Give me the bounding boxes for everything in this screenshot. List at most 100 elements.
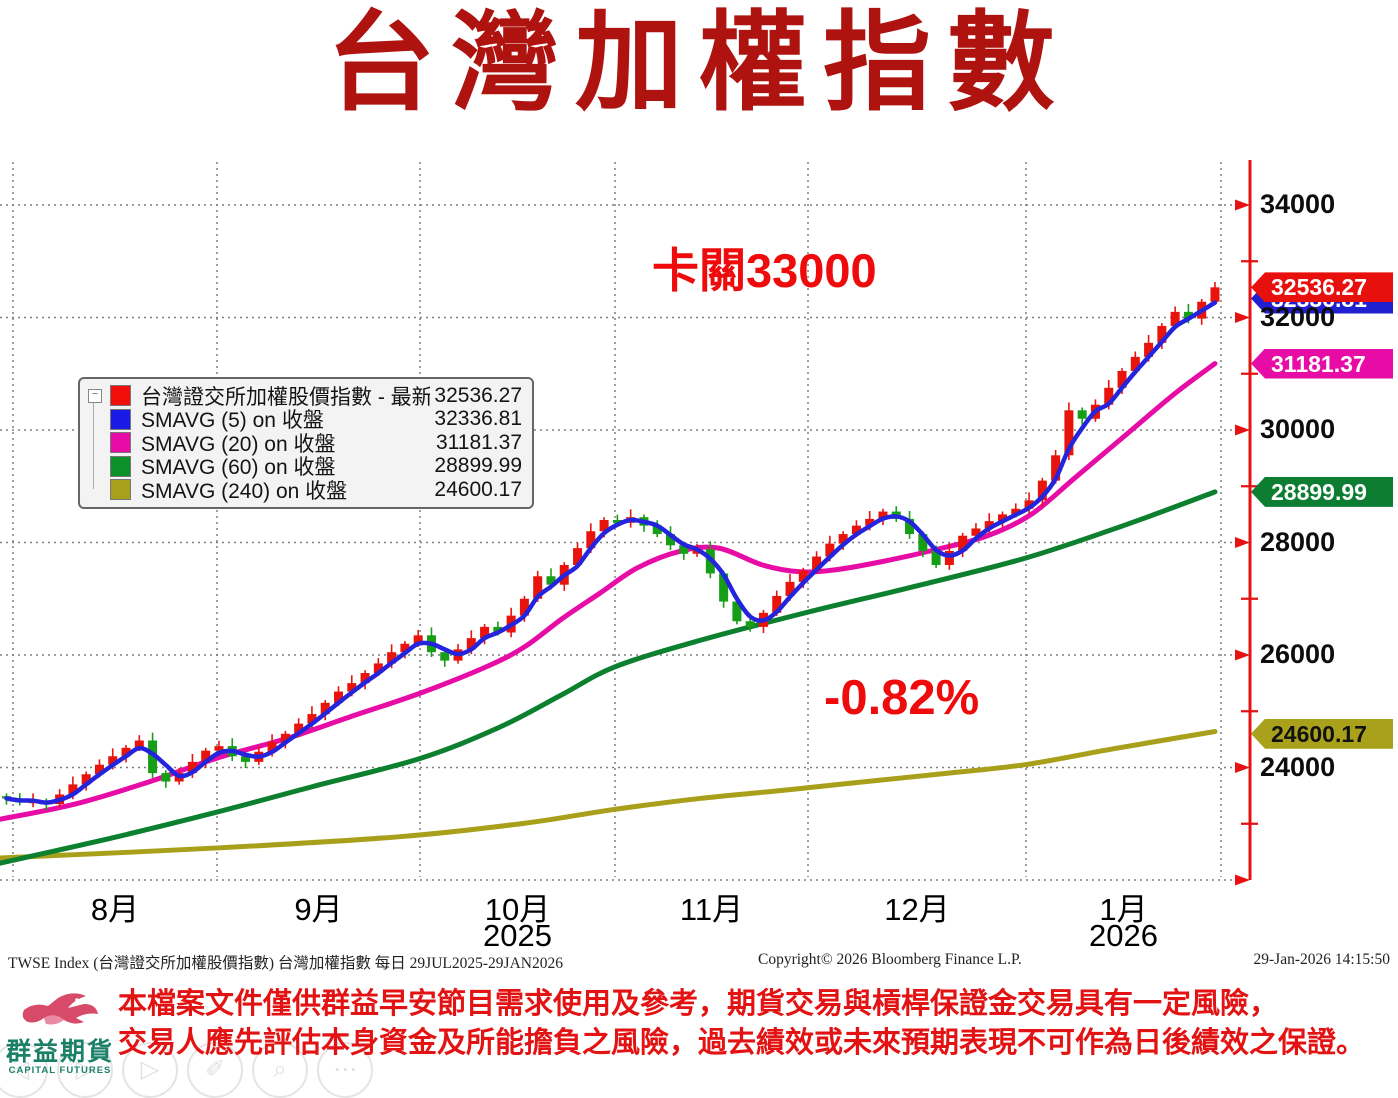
candle-body: [280, 733, 290, 743]
candle-body: [413, 635, 423, 644]
legend-tree-line: [93, 401, 94, 489]
candle-body: [519, 598, 529, 616]
axis-arrow-icon: [1235, 649, 1250, 661]
candle-body: [121, 747, 131, 757]
candle-body: [798, 570, 808, 582]
candle-body: [1157, 325, 1167, 343]
candle-body: [480, 626, 490, 639]
candle-body: [931, 550, 941, 565]
x-year-label: 2026: [1089, 918, 1158, 953]
candle-body: [307, 714, 317, 724]
legend-swatch-icon: [110, 408, 131, 430]
candle-body: [998, 514, 1007, 522]
legend-swatch-icon: [110, 432, 131, 454]
y-tick-label: 26000: [1260, 639, 1336, 669]
candle-body: [599, 520, 609, 532]
candle-body: [68, 784, 78, 795]
candle-body: [865, 518, 875, 526]
axis-arrow-icon: [1235, 874, 1250, 886]
candle-body: [958, 535, 968, 551]
legend-swatch-icon: [110, 455, 131, 477]
legend-expander-icon[interactable]: −: [88, 389, 102, 403]
candle-body: [666, 534, 675, 546]
candle-body: [1051, 455, 1061, 481]
chart-timestamp: 29-Jan-2026 14:15:50: [1253, 951, 1390, 968]
x-month-label: 8月: [90, 892, 140, 927]
candle-body: [373, 663, 383, 673]
page-title: 台灣加權指數: [326, 2, 1071, 123]
candle-body: [466, 638, 476, 650]
candle-body: [785, 581, 795, 596]
candle-body: [851, 525, 861, 535]
candle-body: [838, 534, 848, 544]
y-tick-label: 24000: [1260, 751, 1336, 782]
candle-body: [334, 691, 343, 703]
candle-body: [148, 740, 158, 774]
legend-value: 31181.37: [435, 430, 522, 454]
annotation-resistance: 卡關33000: [652, 244, 877, 297]
axis-arrow-icon: [1235, 312, 1250, 323]
candle-body: [1210, 287, 1220, 302]
candle-body: [1117, 370, 1127, 388]
axis-arrow-icon: [1235, 762, 1250, 773]
price-badge: 31181.37: [1251, 348, 1393, 379]
legend-label: SMAVG (5) on 收盤: [141, 409, 324, 433]
candle-body: [1064, 410, 1074, 456]
price-badge: 32536.27: [1251, 272, 1393, 303]
legend-row: 台灣證交所加權股價指數 - 最新價 32536.27: [88, 383, 522, 409]
legend-value: 28899.99: [434, 454, 522, 478]
candle-body: [1024, 500, 1034, 509]
candle-body: [1144, 342, 1154, 357]
candle-body: [825, 543, 835, 557]
legend-value: 32336.81: [434, 407, 522, 431]
y-tick-label: 34000: [1260, 189, 1336, 219]
legend-value: 32536.27: [434, 383, 522, 407]
candle-body: [161, 773, 171, 782]
candle-body: [546, 576, 556, 585]
candle-body: [1104, 387, 1114, 405]
x-month-label: 10月: [484, 892, 551, 927]
candle-body: [918, 534, 928, 551]
candle-body: [400, 643, 410, 653]
candle-body: [267, 742, 277, 752]
legend-row: SMAVG (60) on 收盤 28899.99: [88, 454, 522, 479]
candle-body: [573, 548, 583, 565]
legend-swatch-icon: [110, 385, 131, 407]
candle-body: [745, 621, 755, 627]
candle-body: [1183, 311, 1193, 319]
legend-row: SMAVG (5) on 收盤 32336.81: [88, 407, 522, 432]
candle-body: [360, 673, 370, 684]
risk-disclaimer: 本檔案文件僅供群益早安節目需求使用及參考，期貨交易與槓桿保證金交易具有一定風險，…: [118, 985, 1388, 1063]
sma-line: [0, 361, 1218, 822]
x-month-label: 9月: [294, 892, 343, 927]
candle-body: [241, 756, 251, 762]
candle-body: [612, 520, 622, 523]
x-month-label: 1月: [1099, 892, 1148, 927]
chart-legend: − 台灣證交所加權股價指數 - 最新價 32536.27 SMAVG (5) on …: [78, 377, 534, 509]
candle-body: [679, 545, 689, 554]
legend-rows: 台灣證交所加權股價指數 - 最新價 32536.27 SMAVG (5) on 收盤…: [88, 383, 522, 503]
candle-body: [108, 756, 118, 765]
candle-body: [1011, 508, 1021, 515]
legend-row: SMAVG (240) on 收盤 24600.17: [88, 478, 522, 503]
candle-body: [905, 518, 915, 535]
legend-label: SMAVG (240) on 收盤: [141, 479, 348, 503]
legend-label: SMAVG (20) on 收盤: [141, 432, 336, 456]
risk-disclaimer-line1: 本檔案文件僅供群益早安節目需求使用及參考，期貨交易與槓桿保證金交易具有一定風險，: [118, 988, 1279, 1020]
chart-meta-description: TWSE Index (台灣證交所加權股價指數) 台灣加權指數 每日 29JUL…: [8, 955, 563, 972]
candle-body: [387, 652, 397, 664]
candle-body: [586, 531, 596, 549]
annotation-change: -0.82%: [824, 671, 980, 725]
legend-row: SMAVG (20) on 收盤 31181.37: [88, 430, 522, 456]
legend-label: 台灣證交所加權股價指數 - 最新價: [141, 385, 430, 409]
candle-body: [971, 528, 981, 536]
sma-line: [0, 489, 1218, 866]
candle-body: [1130, 356, 1140, 371]
sma5-line: [4, 300, 1218, 805]
candle-body: [347, 683, 357, 692]
candle-body: [652, 525, 662, 535]
candle-body: [812, 556, 822, 571]
candle-body: [320, 702, 330, 715]
y-tick-label: 32000: [1260, 301, 1336, 332]
